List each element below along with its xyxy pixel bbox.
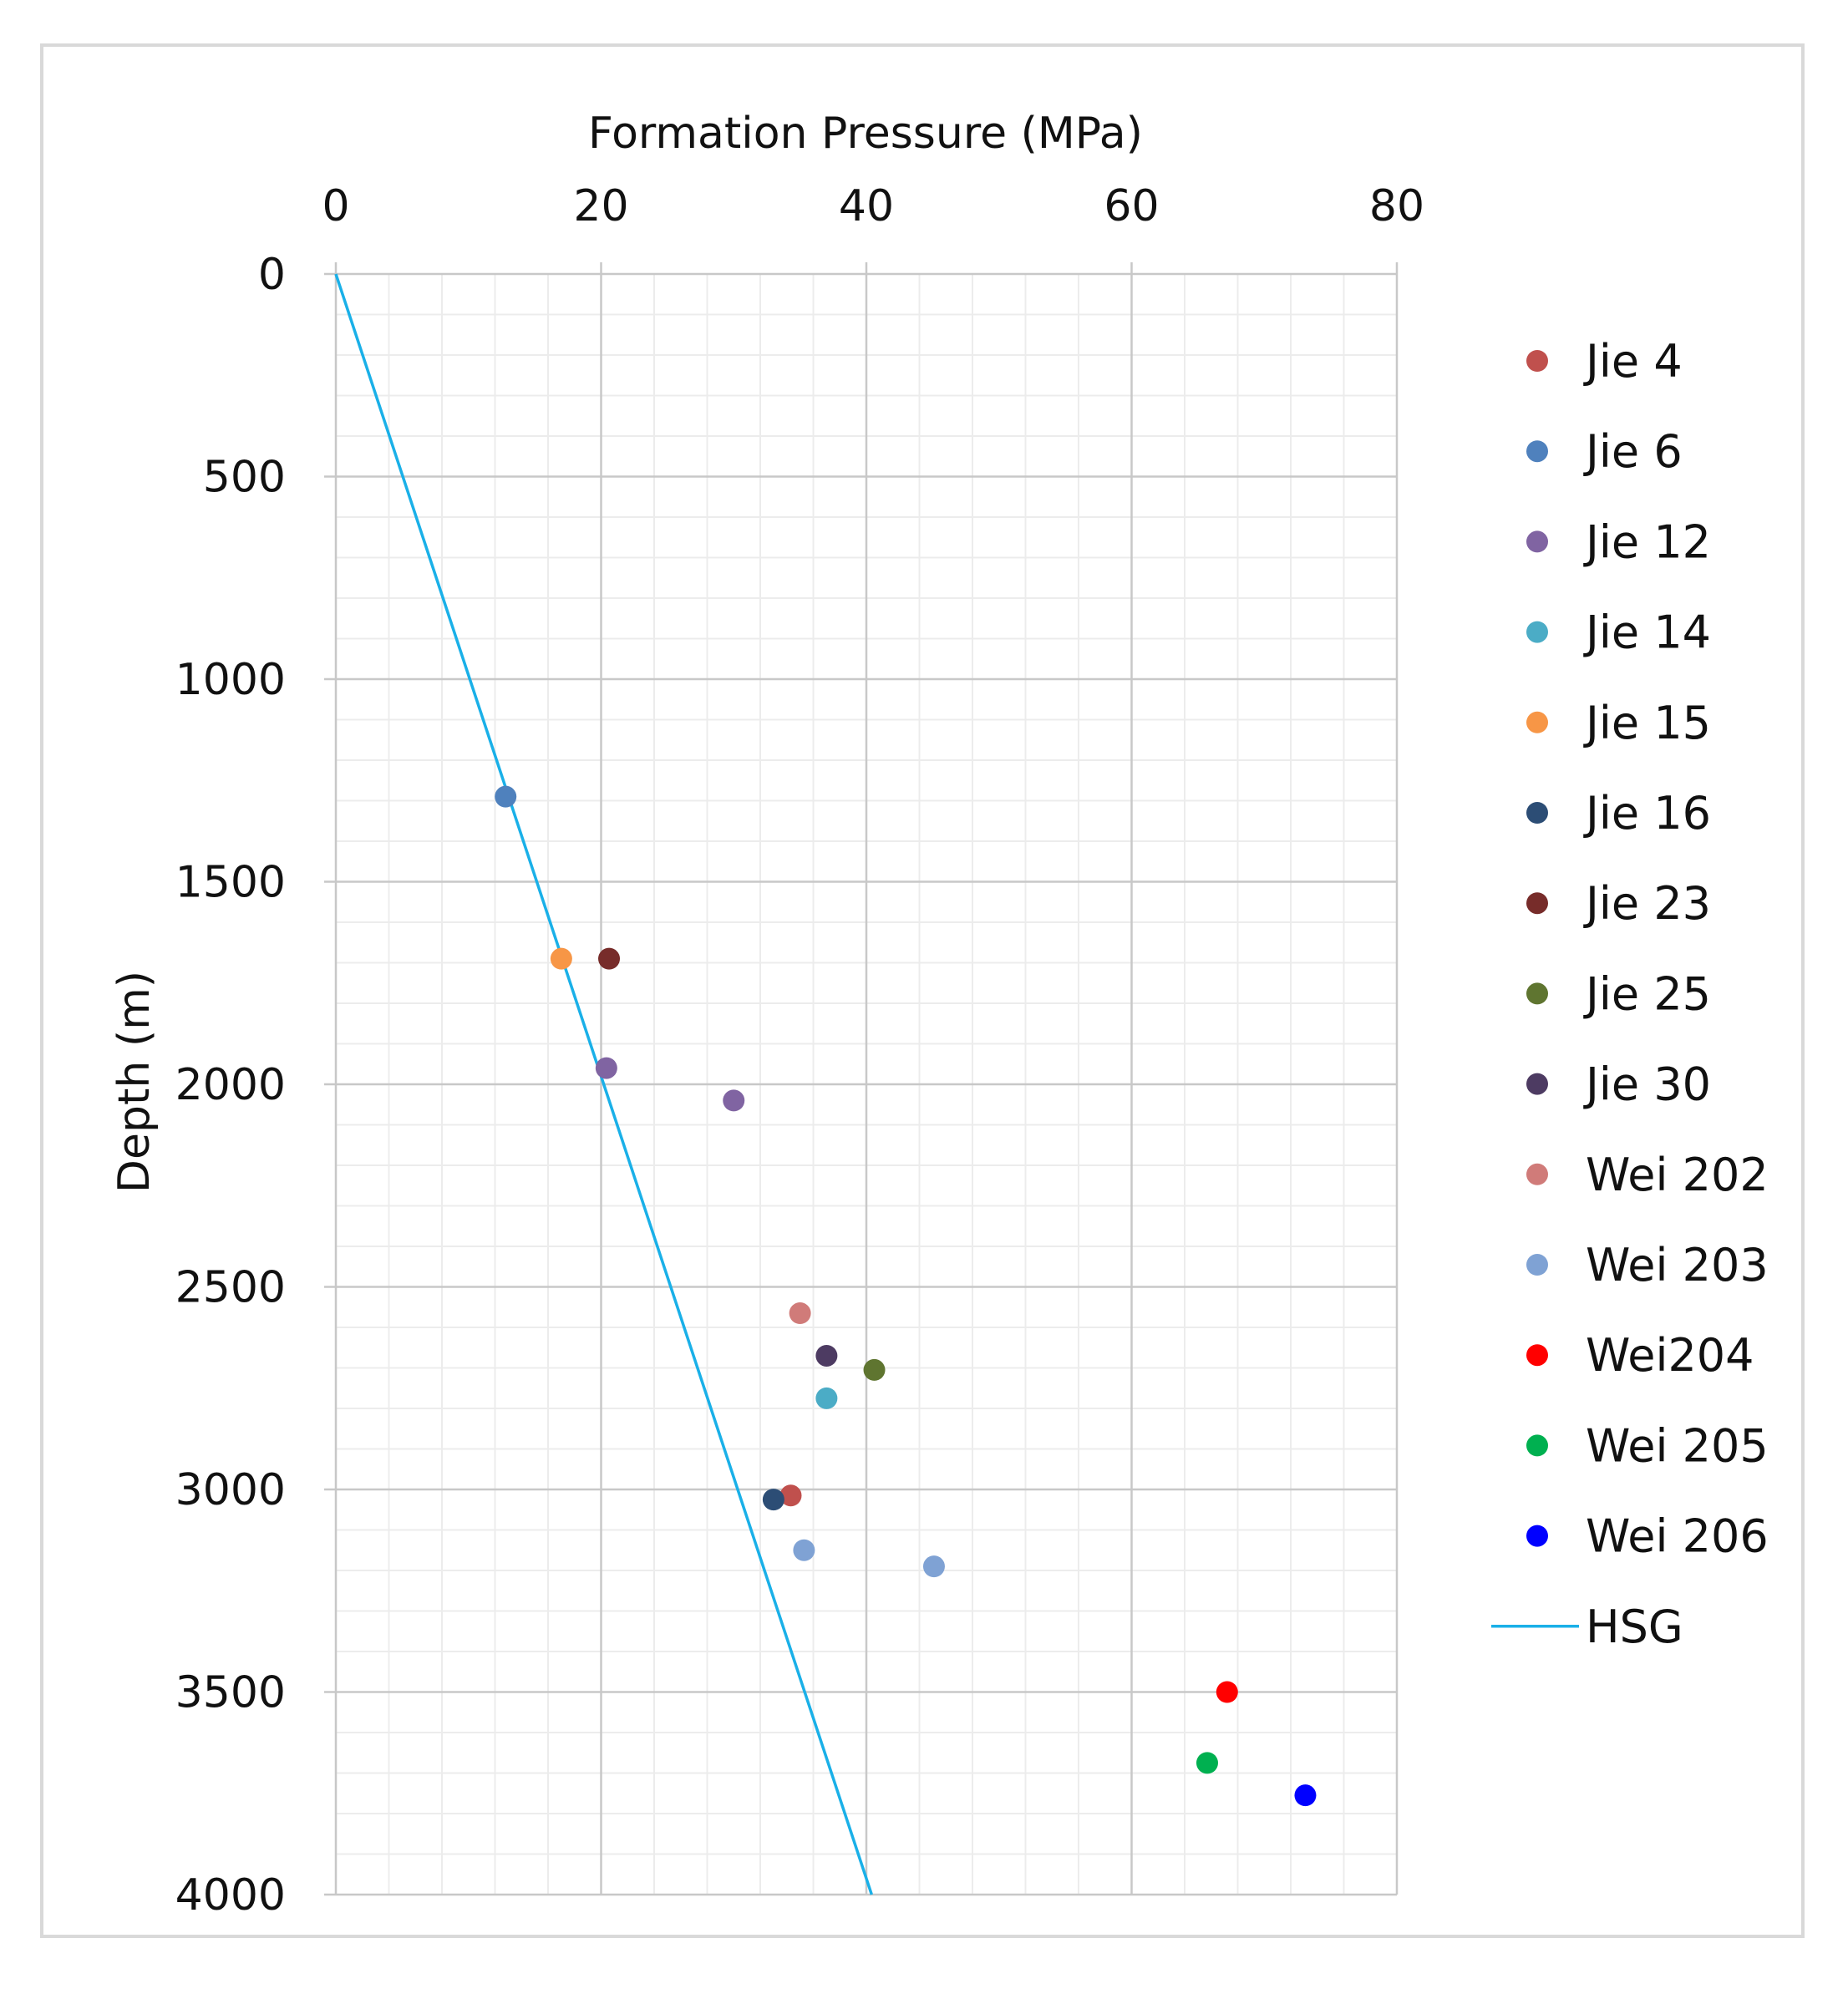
legend-label: Wei 205 — [1586, 1419, 1769, 1472]
legend-marker — [1526, 802, 1548, 824]
legend-marker — [1526, 621, 1548, 643]
legend-label: HSG — [1586, 1601, 1683, 1653]
y-tick-label: 500 — [203, 453, 286, 503]
legend-marker — [1526, 1344, 1548, 1367]
hsg-line — [334, 273, 874, 1895]
data-point — [598, 947, 621, 970]
legend-marker — [1526, 1434, 1548, 1457]
data-point — [779, 1484, 802, 1507]
legend-marker — [1526, 711, 1548, 733]
legend-label: Wei 206 — [1586, 1510, 1769, 1563]
y-axis-title: Depth (m) — [109, 971, 160, 1193]
y-tick-labels: 0 500 1000 1500 2000 2500 3000 3500 4000 — [175, 250, 286, 1920]
legend-marker — [1526, 1525, 1548, 1547]
data-point — [789, 1302, 811, 1325]
legend-label: Jie 6 — [1583, 425, 1683, 478]
legend-marker — [1526, 982, 1548, 1005]
data-point — [495, 785, 517, 808]
legend: Jie 4 Jie 6 Jie 12 Jie 14 Jie 15 Jie 16 Jie 23… — [1491, 335, 1769, 1653]
legend-marker — [1526, 1163, 1548, 1185]
y-tick-label: 1000 — [175, 655, 286, 705]
data-point — [550, 947, 572, 970]
chart-frame — [40, 43, 1805, 1938]
hsg-line-layer — [334, 273, 874, 1895]
legend-marker — [1526, 1254, 1548, 1276]
data-point — [595, 1057, 617, 1079]
x-tick-labels: 0 20 40 60 80 — [322, 181, 1424, 231]
legend-label: Jie 12 — [1583, 515, 1711, 568]
legend-label: Jie 23 — [1583, 877, 1711, 930]
y-tick-label: 2000 — [175, 1060, 286, 1110]
legend-label: Wei204 — [1586, 1329, 1754, 1382]
legend-label: Jie 15 — [1583, 697, 1711, 749]
legend-label: Jie 30 — [1583, 1058, 1711, 1111]
x-tick-label: 20 — [573, 181, 628, 231]
legend-label: Wei 202 — [1586, 1149, 1769, 1201]
legend-label: Jie 16 — [1583, 787, 1711, 840]
data-point — [815, 1344, 838, 1367]
data-point — [1216, 1681, 1238, 1703]
x-tick-label: 40 — [839, 181, 894, 231]
x-tick-label: 60 — [1104, 181, 1159, 231]
data-point — [723, 1089, 745, 1112]
y-tick-label: 3500 — [175, 1668, 286, 1718]
x-tick-label: 0 — [322, 181, 349, 231]
major-grid — [324, 262, 1399, 1896]
y-tick-label: 0 — [258, 250, 286, 300]
legend-marker — [1526, 892, 1548, 915]
legend-label: Jie 14 — [1583, 606, 1711, 659]
data-point — [1196, 1752, 1218, 1774]
y-tick-label: 4000 — [175, 1870, 286, 1920]
x-tick-label: 80 — [1369, 181, 1424, 231]
y-tick-label: 2500 — [175, 1263, 286, 1313]
legend-marker — [1526, 1073, 1548, 1095]
legend-label: Jie 25 — [1583, 967, 1711, 1020]
data-point — [815, 1387, 838, 1409]
data-point — [922, 1555, 945, 1578]
data-point — [1294, 1784, 1317, 1807]
y-tick-label: 3000 — [175, 1465, 286, 1515]
legend-label: Wei 203 — [1586, 1239, 1769, 1291]
x-axis-title: Formation Pressure (MPa) — [588, 109, 1143, 159]
data-point — [793, 1539, 815, 1561]
data-point — [863, 1358, 886, 1381]
legend-marker — [1526, 350, 1548, 372]
legend-marker — [1526, 530, 1548, 553]
data-points — [495, 785, 1317, 1807]
data-point — [762, 1489, 784, 1511]
legend-marker — [1526, 440, 1548, 463]
y-tick-label: 1500 — [175, 858, 286, 908]
legend-label: Jie 4 — [1583, 335, 1683, 388]
